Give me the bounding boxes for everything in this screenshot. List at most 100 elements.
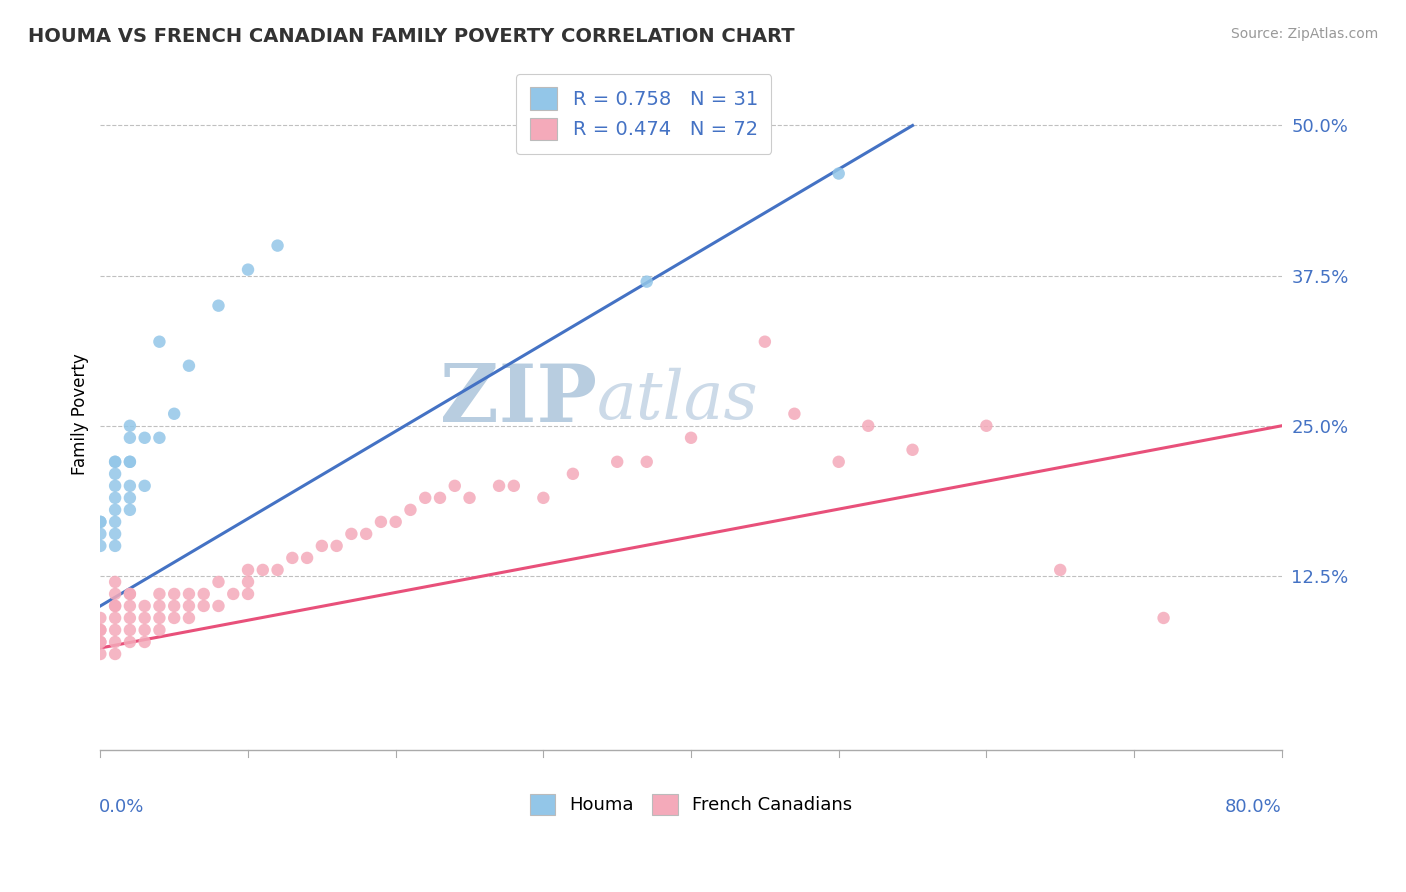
Point: [89, 527, 111, 541]
Point: [134, 479, 156, 493]
Point: [163, 587, 186, 601]
Point: [134, 431, 156, 445]
Point: [901, 442, 924, 457]
Point: [502, 479, 524, 493]
Text: ZIP: ZIP: [440, 361, 596, 440]
Point: [177, 587, 200, 601]
Point: [89, 515, 111, 529]
Point: [134, 611, 156, 625]
Point: [104, 527, 127, 541]
Point: [118, 431, 141, 445]
Point: [134, 623, 156, 637]
Point: [148, 587, 170, 601]
Point: [89, 635, 111, 649]
Point: [828, 455, 851, 469]
Point: [236, 587, 259, 601]
Point: [118, 455, 141, 469]
Point: [118, 611, 141, 625]
Point: [828, 167, 851, 181]
Point: [104, 455, 127, 469]
Point: [783, 407, 806, 421]
Point: [89, 647, 111, 661]
Point: [340, 527, 363, 541]
Point: [118, 503, 141, 517]
Point: [148, 623, 170, 637]
Point: [266, 563, 288, 577]
Point: [295, 550, 318, 565]
Point: [561, 467, 583, 481]
Point: [177, 359, 200, 373]
Point: [384, 515, 406, 529]
Point: [148, 334, 170, 349]
Point: [118, 635, 141, 649]
Point: [236, 262, 259, 277]
Legend: Houma, French Canadians: Houma, French Canadians: [523, 787, 859, 822]
Text: Source: ZipAtlas.com: Source: ZipAtlas.com: [1230, 27, 1378, 41]
Point: [443, 479, 465, 493]
Point: [266, 238, 288, 252]
Point: [148, 599, 170, 613]
Point: [104, 574, 127, 589]
Point: [606, 455, 628, 469]
Point: [370, 515, 392, 529]
Point: [104, 599, 127, 613]
Point: [252, 563, 274, 577]
Point: [104, 503, 127, 517]
Point: [458, 491, 481, 505]
Point: [177, 611, 200, 625]
Point: [134, 599, 156, 613]
Point: [311, 539, 333, 553]
Point: [193, 599, 215, 613]
Point: [163, 407, 186, 421]
Point: [1049, 563, 1071, 577]
Point: [104, 623, 127, 637]
Point: [89, 539, 111, 553]
Point: [236, 574, 259, 589]
Point: [754, 334, 776, 349]
Point: [89, 515, 111, 529]
Point: [399, 503, 422, 517]
Point: [118, 418, 141, 433]
Point: [354, 527, 377, 541]
Point: [104, 455, 127, 469]
Text: atlas: atlas: [596, 368, 758, 433]
Point: [148, 611, 170, 625]
Point: [325, 539, 347, 553]
Point: [104, 611, 127, 625]
Point: [104, 479, 127, 493]
Point: [118, 599, 141, 613]
Point: [89, 623, 111, 637]
Point: [134, 635, 156, 649]
Point: [104, 515, 127, 529]
Point: [104, 491, 127, 505]
Point: [118, 623, 141, 637]
Point: [89, 623, 111, 637]
Point: [679, 431, 702, 445]
Point: [118, 587, 141, 601]
Point: [89, 611, 111, 625]
Point: [118, 479, 141, 493]
Point: [222, 587, 245, 601]
Point: [429, 491, 451, 505]
Point: [104, 599, 127, 613]
Point: [177, 599, 200, 613]
Point: [488, 479, 510, 493]
Text: 80.0%: 80.0%: [1225, 798, 1282, 816]
Point: [636, 455, 658, 469]
Point: [104, 647, 127, 661]
Point: [118, 455, 141, 469]
Point: [104, 539, 127, 553]
Point: [193, 587, 215, 601]
Point: [104, 587, 127, 601]
Point: [413, 491, 436, 505]
Point: [207, 574, 229, 589]
Point: [118, 491, 141, 505]
Point: [236, 563, 259, 577]
Point: [207, 299, 229, 313]
Point: [1153, 611, 1175, 625]
Point: [636, 275, 658, 289]
Point: [207, 599, 229, 613]
Point: [163, 611, 186, 625]
Point: [148, 431, 170, 445]
Point: [858, 418, 880, 433]
